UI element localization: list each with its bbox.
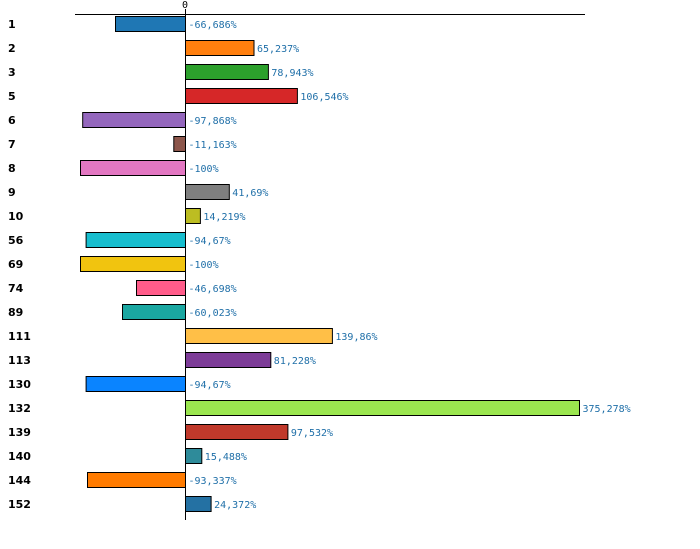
value-label: 81,228% [274, 356, 316, 367]
value-label: 24,372% [214, 500, 256, 511]
category-label: 144 [8, 474, 31, 487]
value-label: -94,67% [189, 380, 231, 391]
bar-8 [80, 160, 186, 176]
category-label: 6 [8, 114, 16, 127]
category-label: 69 [8, 258, 23, 271]
category-label: 56 [8, 234, 24, 247]
value-label: -66,686% [189, 20, 237, 31]
category-label: 8 [8, 162, 16, 175]
bar-130 [85, 376, 186, 392]
bar-139 [185, 424, 289, 440]
category-label: 140 [8, 450, 31, 463]
category-label: 139 [8, 426, 31, 439]
value-label: -94,67% [189, 236, 231, 247]
category-label: 2 [8, 42, 16, 55]
category-label: 152 [8, 498, 31, 511]
axes: 0 [75, 0, 585, 15]
category-label: 130 [8, 378, 31, 391]
value-label: -100% [189, 260, 219, 271]
value-label: -46,698% [189, 284, 237, 295]
category-label: 1 [8, 18, 16, 31]
value-label: -93,337% [189, 476, 237, 487]
bar-69 [80, 256, 186, 272]
bar-6 [82, 112, 186, 128]
category-label: 7 [8, 138, 16, 151]
bars-group: 1 -66,686% 2 65,237% 3 78,943% 5 106,546% 6 -97,8… [8, 16, 631, 512]
category-label: 9 [8, 186, 16, 199]
value-label: 41,69% [232, 188, 268, 199]
value-label: 97,532% [291, 428, 333, 439]
bar-111 [185, 328, 333, 344]
bar-152 [185, 496, 212, 512]
bar-89 [122, 304, 186, 320]
bar-56 [85, 232, 186, 248]
value-label: 139,86% [335, 332, 377, 343]
value-label: 14,219% [203, 212, 245, 223]
bar-7 [173, 136, 187, 152]
category-label: 111 [8, 330, 31, 343]
bar-3 [185, 64, 269, 80]
category-label: 113 [8, 354, 31, 367]
category-label: 89 [8, 306, 23, 319]
bar-9 [185, 184, 230, 200]
bar-113 [185, 352, 272, 368]
bar-140 [185, 448, 203, 464]
value-label: 65,237% [257, 44, 299, 55]
zero-tick-label: 0 [182, 0, 188, 11]
value-label: -97,868% [189, 116, 237, 127]
value-label: 78,943% [271, 68, 313, 79]
value-label: 375,278% [583, 404, 631, 415]
bar-74 [136, 280, 186, 296]
value-label: -60,023% [189, 308, 237, 319]
value-label: -100% [189, 164, 219, 175]
value-label: -11,163% [189, 140, 237, 151]
category-label: 5 [8, 90, 16, 103]
bar-2 [185, 40, 255, 56]
bar-144 [87, 472, 186, 488]
category-label: 10 [8, 210, 24, 223]
bar-1 [115, 16, 186, 32]
category-label: 3 [8, 66, 16, 79]
bar-132 [185, 400, 580, 416]
bar-10 [185, 208, 201, 224]
category-label: 132 [8, 402, 31, 415]
bar-5 [185, 88, 298, 104]
value-label: 106,546% [300, 92, 348, 103]
value-label: 15,488% [205, 452, 247, 463]
category-label: 74 [8, 282, 24, 295]
